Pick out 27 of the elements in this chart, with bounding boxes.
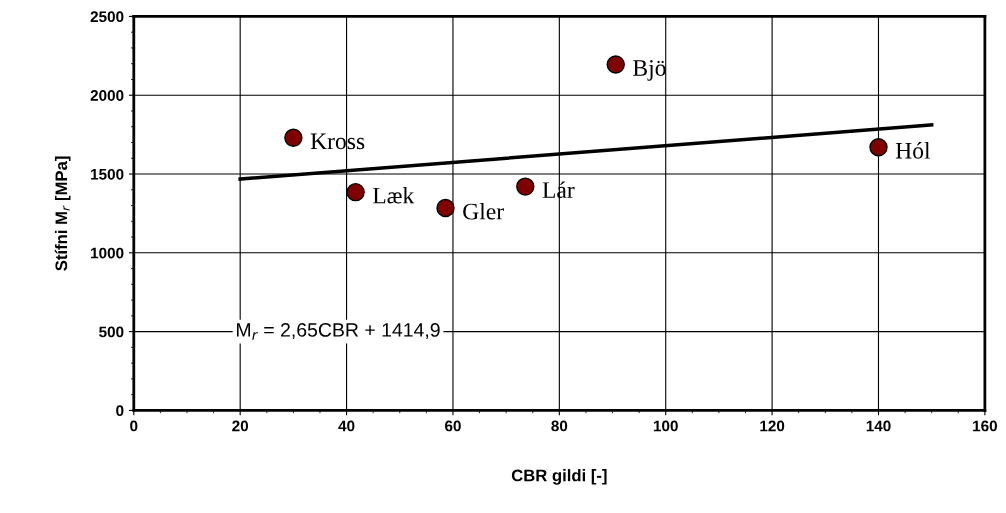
- annotation: Gler: [463, 202, 504, 220]
- point: [284, 128, 303, 147]
- point: [606, 55, 625, 74]
- x-axis-title: CBR gildi [-]: [511, 469, 607, 485]
- annotation: Læk: [372, 186, 415, 204]
- y-tick-label: 1000: [91, 247, 124, 259]
- x-tick-label: 60: [445, 420, 461, 432]
- annotation: Hól: [895, 142, 931, 159]
- y-tick-label: 1500: [91, 168, 124, 180]
- x-tick-label: 40: [338, 420, 355, 432]
- y-tick-label: 2500: [90, 11, 124, 23]
- x-tick-label: 120: [760, 420, 785, 432]
- y-tick-label: 0: [116, 405, 124, 417]
- point: [516, 177, 535, 196]
- y-tick-label: 500: [99, 326, 124, 338]
- point: [346, 182, 365, 202]
- x-tick-label: 140: [866, 420, 891, 432]
- x-tick-label: 80: [551, 420, 568, 432]
- x-tick-label: 0: [130, 420, 138, 432]
- y-axis-title: Stífni M$_{r}$ [MPa]: [54, 156, 71, 271]
- point: [436, 198, 455, 218]
- x-tick-label: 20: [232, 420, 249, 432]
- point: [869, 138, 888, 157]
- y-tick-label: 2000: [90, 90, 124, 101]
- annotation: M$_{r}$ = 2,65CBR + 1414,9: [236, 323, 440, 340]
- x-tick-label: 100: [653, 420, 678, 432]
- x-tick-label: 160: [973, 420, 997, 432]
